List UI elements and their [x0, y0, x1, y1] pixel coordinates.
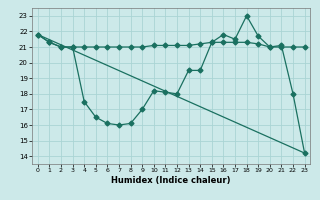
X-axis label: Humidex (Indice chaleur): Humidex (Indice chaleur)	[111, 176, 231, 185]
